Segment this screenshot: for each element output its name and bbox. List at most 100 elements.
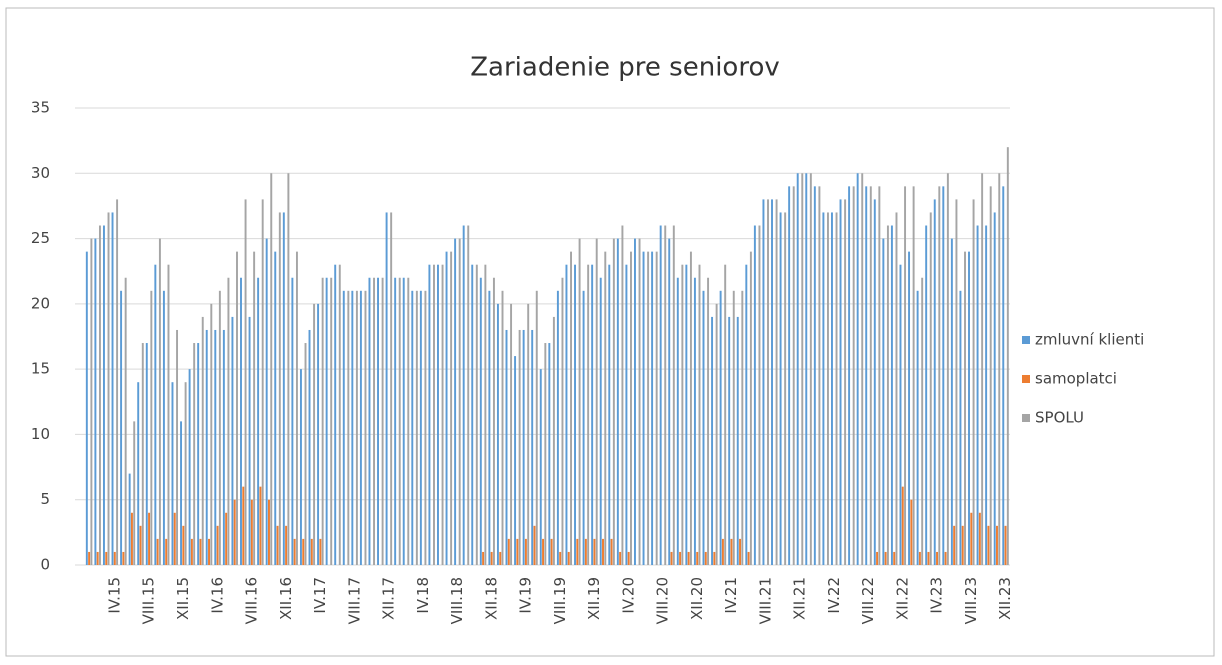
bar (672, 225, 675, 565)
bar (176, 329, 179, 565)
bar (441, 264, 444, 565)
bar (539, 369, 542, 565)
bar (724, 264, 727, 565)
bar (167, 264, 170, 565)
bar (584, 538, 587, 565)
bar (852, 186, 855, 566)
bar (944, 551, 947, 565)
bar (698, 264, 701, 565)
bar (533, 525, 536, 565)
bar (771, 199, 773, 565)
bar (788, 186, 791, 566)
x-tick-label: VIII.16 (243, 577, 261, 624)
bar (702, 290, 705, 565)
bar (385, 212, 388, 565)
bar (548, 343, 551, 565)
bar (535, 290, 538, 565)
bar (593, 538, 596, 565)
bar (424, 290, 427, 565)
bar (148, 512, 151, 565)
bar (225, 512, 228, 565)
bar (912, 186, 915, 566)
bar (985, 225, 988, 565)
bar (890, 225, 893, 565)
bar (158, 238, 161, 566)
bar (287, 173, 290, 566)
bar (670, 551, 673, 565)
bar (510, 303, 513, 565)
bar (775, 199, 778, 565)
bar (711, 316, 714, 565)
bar (602, 538, 604, 565)
bar (591, 264, 594, 565)
bar (901, 486, 904, 565)
bar (715, 303, 718, 565)
bar (616, 238, 619, 566)
bar (749, 251, 752, 565)
bar (886, 225, 889, 565)
bar (839, 199, 842, 565)
bar (193, 343, 196, 565)
y-tick-label: 5 (40, 490, 50, 508)
bar (85, 251, 88, 565)
bar (556, 290, 559, 565)
bar (116, 199, 119, 565)
bar (741, 290, 744, 565)
bar (319, 538, 322, 565)
bar (496, 303, 499, 565)
bar (231, 316, 234, 565)
y-tick-label: 15 (31, 360, 50, 378)
bar (1002, 186, 1005, 566)
bar (676, 277, 679, 565)
bar (679, 551, 682, 565)
bar (942, 186, 945, 566)
bar (479, 277, 482, 565)
bar (492, 277, 495, 565)
bar (182, 525, 185, 565)
bar (222, 329, 225, 565)
bar (904, 186, 907, 566)
x-tick-label: VIII.19 (551, 577, 569, 624)
bar (918, 551, 921, 565)
bar (299, 369, 302, 565)
bar (304, 343, 307, 565)
legend-label: SPOLU (1035, 409, 1084, 427)
bar (576, 538, 579, 565)
bar (642, 251, 645, 565)
bar (561, 277, 564, 565)
chart-title: Zariadenie pre seniorov (470, 53, 780, 83)
bar (98, 225, 101, 565)
x-tick-label: XII.20 (688, 577, 706, 620)
bar (205, 329, 208, 565)
bar (826, 212, 829, 565)
bar (325, 277, 328, 565)
bar (499, 551, 502, 565)
bar (94, 238, 97, 566)
x-tick-label: XII.16 (277, 577, 295, 620)
bar (767, 199, 769, 565)
bar (856, 173, 859, 566)
bar (685, 264, 688, 565)
bar (145, 343, 148, 565)
bar (190, 538, 193, 565)
bar (156, 538, 159, 565)
bar (655, 251, 658, 565)
bar (501, 290, 504, 565)
bar (107, 212, 110, 565)
bar (604, 251, 607, 565)
bar (130, 512, 133, 565)
bar (801, 173, 804, 566)
bar (732, 290, 735, 565)
bar (762, 199, 765, 565)
bar (668, 238, 671, 566)
bar (274, 251, 277, 565)
bar (664, 225, 667, 565)
bar (165, 538, 168, 565)
bar (527, 303, 530, 565)
bar (334, 264, 337, 565)
bar (938, 186, 941, 566)
bar (261, 199, 264, 565)
x-tick-label: VIII.15 (140, 577, 158, 624)
x-tick-label: XII.19 (585, 577, 603, 620)
